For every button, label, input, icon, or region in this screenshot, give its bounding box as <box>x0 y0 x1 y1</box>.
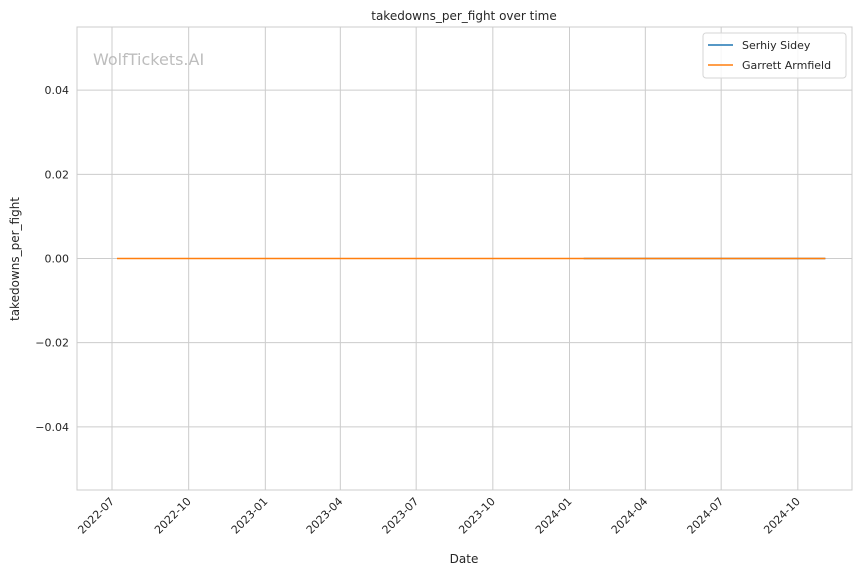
legend: Serhiy Sidey Garrett Armfield <box>702 32 847 79</box>
x-tick-label: 2022-10 <box>152 495 194 537</box>
x-tick-label: 2023-01 <box>229 495 271 537</box>
x-tick-label: 2023-07 <box>380 495 422 537</box>
x-tick-label: 2022-07 <box>75 495 117 537</box>
x-tick-label: 2024-07 <box>685 495 727 537</box>
watermark: WolfTickets.AI <box>93 50 204 69</box>
x-tick-label: 2023-04 <box>304 495 346 537</box>
x-tick-label: 2024-01 <box>533 495 575 537</box>
x-tick-labels: 2022-07 2022-10 2023-01 2023-04 2023-07 2023-… <box>75 495 803 537</box>
legend-box <box>702 32 847 79</box>
y-tick-label: 0.04 <box>45 84 70 97</box>
y-tick-labels: 0.04 0.02 0.00 −0.02 −0.04 <box>35 84 69 434</box>
legend-label-serhiy-sidey: Serhiy Sidey <box>742 39 811 52</box>
chart-title: takedowns_per_fight over time <box>371 9 557 23</box>
x-tick-label: 2024-04 <box>609 495 651 537</box>
x-tick-label: 2024-10 <box>761 495 803 537</box>
y-axis-label: takedowns_per_fight <box>8 197 22 321</box>
y-tick-label: 0.00 <box>45 253 70 266</box>
y-tick-label: −0.02 <box>35 337 69 350</box>
legend-label-garrett-armfield: Garrett Armfield <box>742 59 831 72</box>
x-tick-label: 2023-10 <box>456 495 498 537</box>
y-tick-label: 0.02 <box>45 168 70 181</box>
y-tick-label: −0.04 <box>35 421 69 434</box>
x-axis-label: Date <box>450 552 479 566</box>
